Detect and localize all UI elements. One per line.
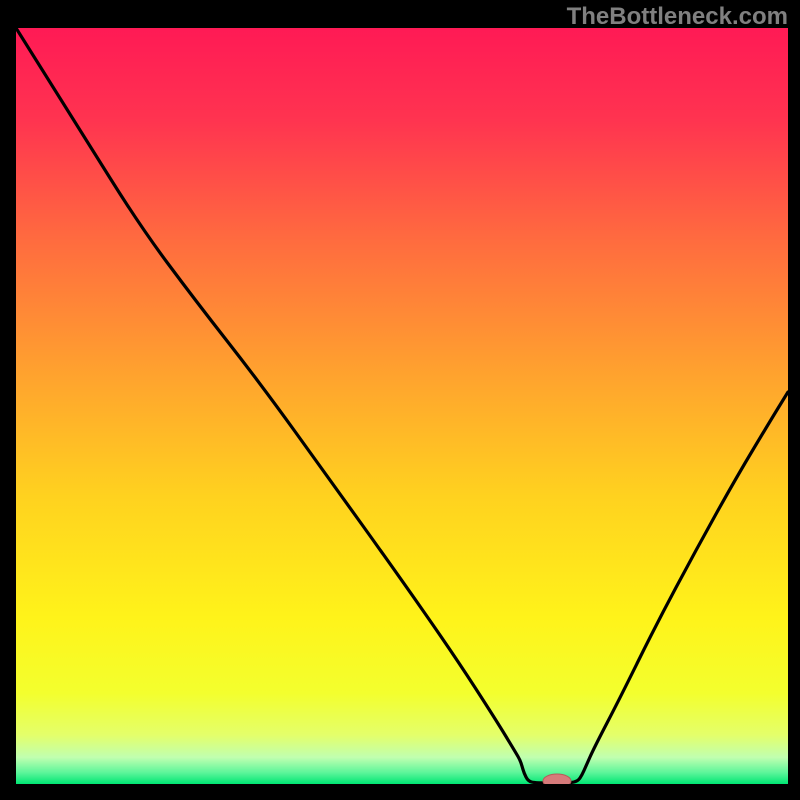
heatmap-background — [16, 28, 788, 784]
optimum-marker — [543, 774, 571, 788]
watermark-text: TheBottleneck.com — [567, 3, 788, 31]
bottleneck-chart — [0, 0, 800, 800]
